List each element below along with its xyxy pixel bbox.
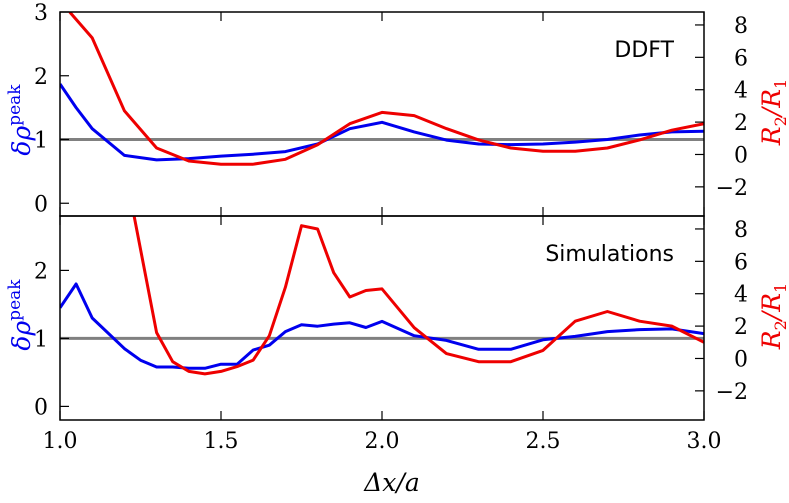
left-axis-title-top: δρpeak	[5, 84, 36, 156]
left-y-tick-label: 1	[34, 327, 48, 352]
panel-label: Simulations	[545, 242, 674, 267]
right-axis-title-num: R	[757, 126, 786, 146]
right-axis-title-slash: /	[757, 105, 786, 118]
left-axis-title-sup: peak	[5, 84, 25, 126]
right-axis-title-num-sub: 2	[771, 320, 789, 330]
left-y-tick-label: 0	[34, 192, 48, 217]
right-y-tick-label: 4	[734, 79, 748, 104]
right-axis-title-den: R	[757, 293, 786, 313]
right-y-tick-label: 4	[734, 283, 748, 308]
x-tick-label: 2.0	[365, 429, 400, 454]
left-y-tick-label: 3	[34, 1, 48, 26]
r2-over-r1-series-line	[68, 12, 704, 166]
right-axis-title-den: R	[757, 89, 786, 109]
r2-over-r1-series-line	[132, 216, 704, 376]
left-axis-title-bottom: δρpeak	[5, 279, 36, 351]
right-axis-title-slash: /	[757, 309, 786, 322]
left-axis-title-base: δρ	[7, 321, 36, 351]
right-axis-title-num: R	[757, 330, 786, 350]
right-y-tick-label: 0	[734, 143, 748, 168]
x-tick-label: 3.0	[687, 429, 722, 454]
x-tick-label: 1.5	[204, 429, 239, 454]
right-axis-title-den-sub: 1	[771, 79, 789, 89]
top-panel-ddft: 0 1 2 3 −2 0 2 4 6 8 DDFT	[34, 1, 748, 217]
x-tick-label: 1.0	[43, 429, 78, 454]
x-axis-title: Δx/a	[363, 468, 419, 497]
right-axis-title-bottom: R2/R1	[757, 283, 789, 350]
right-y-tick-label: −2	[716, 380, 748, 405]
right-axis-title-den-sub: 1	[771, 283, 789, 293]
panel-label: DDFT	[614, 38, 674, 63]
right-y-tick-label: 0	[734, 347, 748, 372]
left-axis-title-base: δρ	[7, 126, 36, 156]
right-y-tick-label: −2	[716, 176, 748, 201]
right-y-tick-label: 2	[734, 111, 748, 136]
right-axis-title-num-sub: 2	[771, 116, 789, 126]
left-y-tick-label: 1	[34, 129, 48, 154]
left-y-tick-label: 2	[34, 65, 48, 90]
delta-rho-peak-series-line	[60, 282, 704, 370]
bottom-panel-simulations: 1.0 1.5 2.0 2.5 3.0 0 1 2 −2 0 2 4 6 8 Simulations	[34, 215, 748, 454]
plot-frame	[59, 11, 705, 217]
right-y-tick-label: 8	[734, 14, 748, 39]
left-y-tick-label: 0	[34, 395, 48, 420]
right-axis-title-top: R2/R1	[757, 79, 789, 146]
right-y-tick-label: 8	[734, 218, 748, 243]
left-y-tick-label: 2	[34, 259, 48, 284]
delta-rho-peak-series-line	[60, 83, 704, 162]
x-tick-label: 2.5	[526, 429, 561, 454]
left-axis-title-sup: peak	[5, 279, 25, 321]
right-y-tick-label: 6	[734, 250, 748, 275]
right-y-tick-label: 6	[734, 46, 748, 71]
right-y-tick-label: 2	[734, 315, 748, 340]
